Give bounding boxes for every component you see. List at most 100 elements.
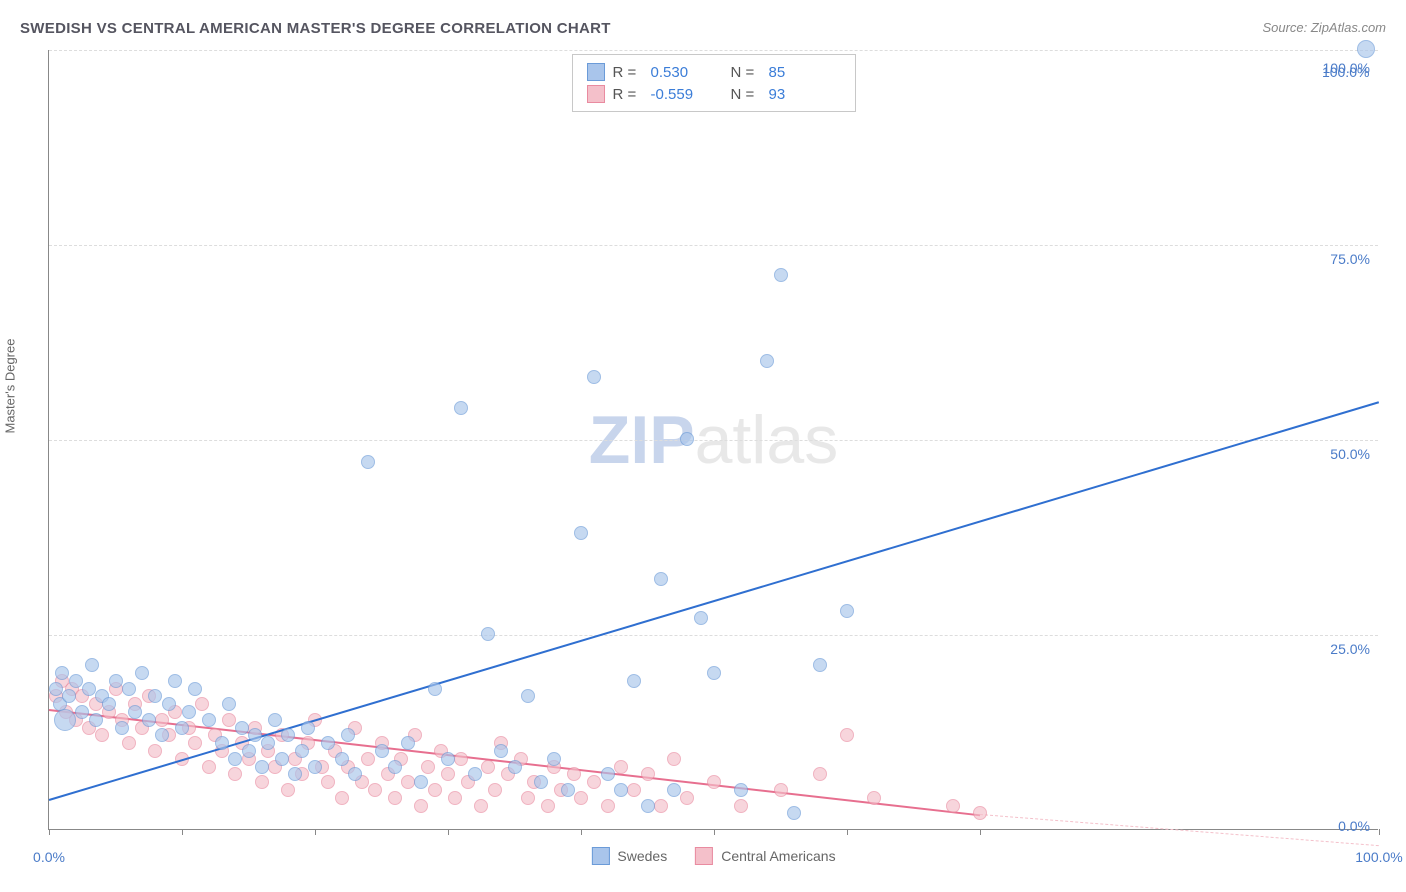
central_americans-point (281, 783, 295, 797)
central_americans-point (734, 799, 748, 813)
swedes-point (534, 775, 548, 789)
swedes-point (281, 728, 295, 742)
y-axis-label: Master's Degree (3, 339, 18, 434)
swedes-point (128, 705, 142, 719)
swedes-point (1357, 40, 1375, 58)
central_americans-point (421, 760, 435, 774)
swedes-point (401, 736, 415, 750)
swedes-point (162, 697, 176, 711)
central_americans-point (401, 775, 415, 789)
central_americans-point (601, 799, 615, 813)
swedes-point (301, 721, 315, 735)
central_americans-point (627, 783, 641, 797)
legend-label: Central Americans (721, 848, 835, 864)
x-tick-label: 0.0% (33, 849, 65, 865)
swedes-point (454, 401, 468, 415)
central_americans-point (122, 736, 136, 750)
swedes-point (261, 736, 275, 750)
central_americans-point (202, 760, 216, 774)
swedes-trendline (49, 401, 1380, 801)
central_americans-point (95, 728, 109, 742)
central_americans-point (488, 783, 502, 797)
central_americans-point (840, 728, 854, 742)
central_americans-point (474, 799, 488, 813)
legend-r-value: 0.530 (651, 64, 723, 81)
swedes-point (774, 268, 788, 282)
legend-n-label: N = (731, 86, 761, 103)
swedes-point (375, 744, 389, 758)
swedes-point (840, 604, 854, 618)
legend-swatch (587, 85, 605, 103)
central_americans-point (441, 767, 455, 781)
legend-series: Swedes Central Americans (591, 847, 835, 865)
swedes-point (614, 783, 628, 797)
swedes-data-label: 100.0% (1322, 64, 1369, 80)
legend-swatch (695, 847, 713, 865)
central_americans-point (667, 752, 681, 766)
swedes-point (680, 432, 694, 446)
swedes-point (275, 752, 289, 766)
central_americans-point (448, 791, 462, 805)
y-tick-label: 50.0% (1330, 446, 1370, 462)
swedes-point (85, 658, 99, 672)
swedes-point (135, 666, 149, 680)
gridline (49, 50, 1378, 51)
swedes-point (521, 689, 535, 703)
swedes-point (75, 705, 89, 719)
swedes-point (547, 752, 561, 766)
legend-n-value: 93 (769, 86, 841, 103)
source-attribution: Source: ZipAtlas.com (1262, 20, 1386, 35)
swedes-point (115, 721, 129, 735)
central_americans-point (321, 775, 335, 789)
legend-n-value: 85 (769, 64, 841, 81)
central_americans-point (574, 791, 588, 805)
central_americans-point (654, 799, 668, 813)
swedes-point (601, 767, 615, 781)
central_americans-point (774, 783, 788, 797)
central_americans-point (680, 791, 694, 805)
swedes-point (122, 682, 136, 696)
gridline (49, 245, 1378, 246)
swedes-point (242, 744, 256, 758)
central_americans-point (255, 775, 269, 789)
central_americans-point (428, 783, 442, 797)
x-tick (714, 829, 715, 835)
central_americans-point (707, 775, 721, 789)
legend-correlation: R =0.530N =85R =-0.559N =93 (572, 54, 856, 112)
swedes-point (288, 767, 302, 781)
swedes-point (321, 736, 335, 750)
swedes-point (707, 666, 721, 680)
central_americans-point (481, 760, 495, 774)
swedes-point (641, 799, 655, 813)
swedes-point (54, 709, 76, 731)
y-tick-label: 0.0% (1338, 818, 1370, 834)
legend-r-value: -0.559 (651, 86, 723, 103)
swedes-point (813, 658, 827, 672)
swedes-point (62, 689, 76, 703)
legend-swatch (587, 63, 605, 81)
y-tick-label: 75.0% (1330, 251, 1370, 267)
central_americans-point (195, 697, 209, 711)
central_americans-point (867, 791, 881, 805)
gridline (49, 635, 1378, 636)
chart-title: SWEDISH VS CENTRAL AMERICAN MASTER'S DEG… (20, 20, 611, 37)
swedes-point (148, 689, 162, 703)
central_americans-point (148, 744, 162, 758)
legend-label: Swedes (617, 848, 667, 864)
central_americans-point (368, 783, 382, 797)
swedes-point (308, 760, 322, 774)
swedes-point (428, 682, 442, 696)
swedes-point (508, 760, 522, 774)
x-tick (847, 829, 848, 835)
x-tick (315, 829, 316, 835)
swedes-point (168, 674, 182, 688)
swedes-point (215, 736, 229, 750)
x-tick (448, 829, 449, 835)
central_americans-point (335, 791, 349, 805)
central_americans-point (222, 713, 236, 727)
swedes-point (561, 783, 575, 797)
swedes-point (494, 744, 508, 758)
central_americans-point (614, 760, 628, 774)
swedes-point (109, 674, 123, 688)
swedes-point (441, 752, 455, 766)
